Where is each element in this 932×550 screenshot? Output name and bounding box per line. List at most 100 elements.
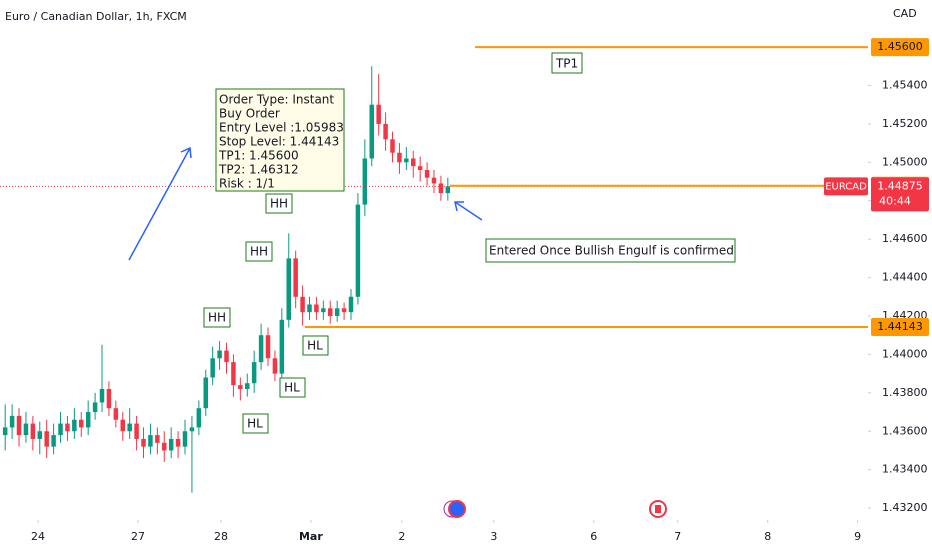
candle-body <box>334 308 340 316</box>
level-price-box <box>871 38 929 57</box>
order-box-line: Stop Level: 1.44143 <box>219 135 339 149</box>
candle-body <box>162 442 167 451</box>
order-box-line: Order Type: Instant <box>219 93 334 107</box>
hl-text: HL <box>284 381 300 395</box>
x-tick-label: 8 <box>764 530 771 543</box>
candle-body <box>404 158 409 163</box>
entry-note: Entered Once Bullish Engulf is confirmed <box>485 238 736 263</box>
candle-body <box>58 423 63 436</box>
arrow <box>128 147 191 261</box>
tp1-label: TP1 <box>551 52 583 74</box>
candle-body <box>127 423 132 432</box>
chart-title: Euro / Canadian Dollar, 1h, FXCM <box>5 10 187 23</box>
candle-body <box>397 152 402 163</box>
x-tick-label: 3 <box>490 530 497 543</box>
arrow-head <box>454 201 464 212</box>
hl-label: HL <box>279 377 306 398</box>
candle-body <box>155 435 160 443</box>
candle-body <box>217 350 222 359</box>
arrow <box>454 201 483 221</box>
candle-body <box>411 158 416 167</box>
last-price-label: 1.44875 <box>877 179 923 192</box>
candle-body <box>314 304 319 313</box>
candle-body <box>210 358 215 378</box>
candle-body <box>362 158 368 205</box>
candle-body <box>2 427 8 436</box>
candle-body <box>383 123 388 140</box>
candle-body <box>168 438 174 451</box>
hh-label: HH <box>265 193 293 214</box>
candle-body <box>265 335 271 359</box>
y-tick-label: 1.43400 <box>882 463 928 476</box>
hl-label: HL <box>242 413 269 434</box>
hh-label: HH <box>245 241 273 262</box>
tp1-text: TP1 <box>555 57 578 71</box>
symbol-label: EURCAD <box>825 181 867 192</box>
order-box-line: Entry Level :1.05983 <box>219 121 344 135</box>
candle-body <box>148 435 153 447</box>
candle-body <box>9 415 15 428</box>
hh-text: HH <box>208 311 226 325</box>
candle-body <box>79 419 84 428</box>
y-tick-label: 1.43800 <box>882 386 928 399</box>
candle-body <box>445 186 451 194</box>
candle-body <box>23 423 29 436</box>
y-tick-label: 1.45200 <box>882 117 928 130</box>
x-tick-label: Mar <box>299 530 323 543</box>
hh-label: HH <box>203 307 231 328</box>
candle-body <box>438 183 444 194</box>
candle-body <box>307 304 312 313</box>
hl-text: HL <box>247 417 263 431</box>
candle-body <box>44 431 49 447</box>
order-box-line: TP2: 1.46312 <box>218 163 299 177</box>
candle-body <box>99 388 105 403</box>
candle-body <box>245 383 250 389</box>
event-icons <box>443 500 667 518</box>
hl-text: HL <box>307 339 323 353</box>
candle-body <box>65 423 70 432</box>
candle-body <box>348 296 354 313</box>
event-icon <box>448 500 466 518</box>
hh-text: HH <box>270 197 288 211</box>
candle-body <box>417 166 423 171</box>
hh-text: HH <box>250 245 268 259</box>
candle-body <box>203 377 209 409</box>
candle-body <box>92 402 98 413</box>
candle-body <box>300 296 305 313</box>
candle-body <box>134 423 139 439</box>
candle-body <box>238 385 243 389</box>
y-tick-label: 1.45000 <box>882 155 928 168</box>
candle-body <box>293 258 298 297</box>
candle-body <box>16 415 22 436</box>
candle-body <box>30 423 36 439</box>
entry-note-text: Entered Once Bullish Engulf is confirmed <box>489 244 734 258</box>
candle-body <box>224 350 229 363</box>
last-price-box <box>871 177 929 212</box>
candle-body <box>106 388 112 409</box>
annotations: HH HH HH HL HL HL TP1 Entered Once Bulli… <box>203 52 736 434</box>
candle-body <box>175 438 181 447</box>
candle-body <box>328 308 333 316</box>
symbol-box <box>824 177 868 196</box>
countdown: 40:44 <box>879 194 911 207</box>
candle-body <box>189 427 195 432</box>
level-price-label: 1.45600 <box>877 40 923 53</box>
flag <box>655 505 661 513</box>
order-box-line: Buy Order <box>219 107 280 121</box>
y-tick-label: 1.45400 <box>882 78 928 91</box>
candle-body <box>120 419 126 432</box>
candle-body <box>279 319 285 374</box>
level-price-box <box>871 317 929 336</box>
candle-body <box>196 408 202 428</box>
candle-body <box>321 308 326 313</box>
candle-body <box>424 170 430 178</box>
x-tick-label: 27 <box>131 530 145 543</box>
candle-body <box>141 438 146 447</box>
x-tick-label: 28 <box>214 530 228 543</box>
x-tick-label: 6 <box>590 530 597 543</box>
candle-body <box>231 362 236 386</box>
candle-body <box>369 104 375 159</box>
y-tick-label: 1.44000 <box>882 347 928 360</box>
